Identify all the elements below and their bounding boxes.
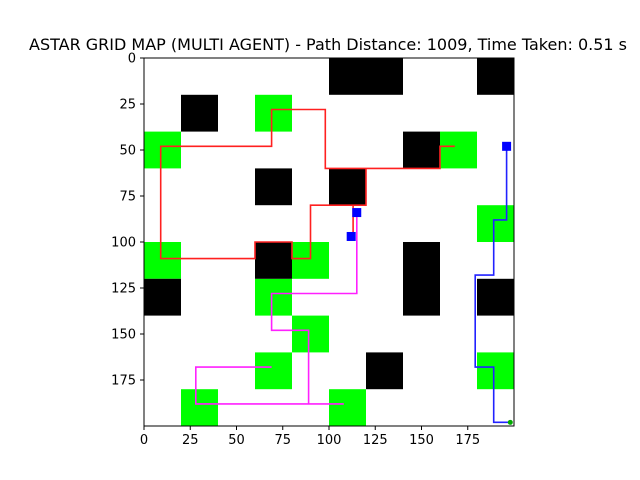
highlight-cell xyxy=(440,131,477,169)
x-tick-label: 175 xyxy=(455,433,480,448)
obstacle-cell xyxy=(329,58,403,95)
agent-path-red xyxy=(159,108,455,260)
obstacle-cell xyxy=(329,168,366,206)
x-tick-label: 125 xyxy=(363,433,388,448)
highlight-cell xyxy=(181,389,218,426)
agent-path-blue xyxy=(474,146,511,424)
y-tick-label: 125 xyxy=(111,282,136,297)
agent-marker xyxy=(352,208,362,218)
chart-title: ASTAR GRID MAP (MULTI AGENT) - Path Dist… xyxy=(29,35,627,54)
highlight-cell xyxy=(329,389,366,426)
highlight-cell xyxy=(255,94,292,132)
obstacle-cell xyxy=(255,242,292,279)
y-tick-label: 0 xyxy=(128,52,136,67)
x-tick-label: 150 xyxy=(409,433,434,448)
y-tick-label: 100 xyxy=(111,236,136,251)
highlight-cell xyxy=(144,242,181,279)
highlight-cell xyxy=(477,352,514,390)
obstacle-cell xyxy=(144,278,181,316)
highlight-cell xyxy=(477,205,514,242)
agent-path-magenta xyxy=(195,214,358,405)
obstacle-cell xyxy=(477,278,514,316)
x-tick-label: 0 xyxy=(140,433,148,448)
x-tick-label: 100 xyxy=(317,433,342,448)
y-tick-label: 75 xyxy=(119,190,136,205)
x-axis: 0 25 50 75 100 125 150 175 xyxy=(140,426,480,448)
x-tick-label: 50 xyxy=(228,433,245,448)
obstacle-cell xyxy=(403,242,440,316)
highlight-cell xyxy=(144,131,181,169)
highlight-cell xyxy=(255,352,292,390)
plot-area xyxy=(143,57,515,427)
obstacle-cell xyxy=(403,131,440,169)
agent-marker xyxy=(502,141,512,151)
highlight-cell xyxy=(292,315,329,353)
obstacle-cell xyxy=(181,94,218,132)
goal-marker xyxy=(507,419,513,425)
y-tick-label: 50 xyxy=(119,144,136,159)
y-tick-label: 175 xyxy=(111,374,136,389)
obstacle-cell xyxy=(477,58,514,95)
agent-marker xyxy=(346,231,356,241)
y-tick-label: 150 xyxy=(111,328,136,343)
x-tick-label: 75 xyxy=(274,433,291,448)
y-tick-label: 25 xyxy=(119,98,136,113)
highlight-cell xyxy=(255,278,292,316)
x-tick-label: 25 xyxy=(182,433,199,448)
y-axis: 0 25 50 75 100 125 150 175 xyxy=(111,52,144,389)
obstacle-cell xyxy=(255,168,292,206)
obstacle-cell xyxy=(366,352,403,390)
